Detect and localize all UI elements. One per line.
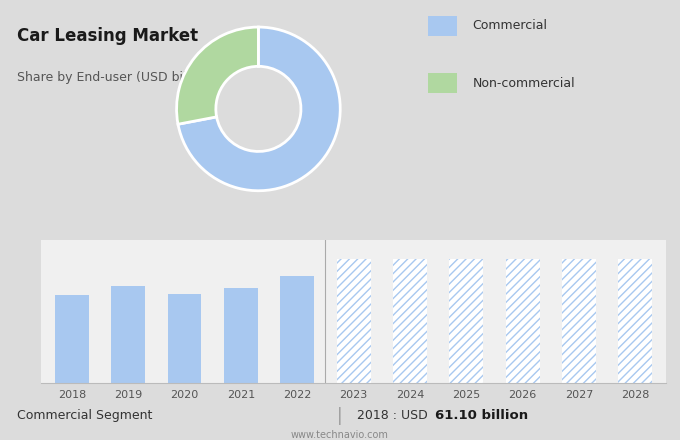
Text: 2018 : USD: 2018 : USD	[357, 409, 432, 422]
Bar	[562, 259, 596, 383]
Bar	[506, 259, 540, 383]
Bar	[280, 276, 314, 383]
Wedge shape	[178, 27, 340, 191]
Bar	[55, 295, 88, 383]
Bar	[337, 259, 371, 383]
Bar	[337, 259, 371, 383]
Text: Non-commercial: Non-commercial	[473, 77, 575, 90]
Bar	[167, 294, 201, 383]
Text: Car Leasing Market: Car Leasing Market	[17, 27, 198, 45]
Bar	[393, 259, 427, 383]
Bar	[619, 259, 652, 383]
Text: Commercial Segment: Commercial Segment	[17, 409, 152, 422]
Text: Commercial: Commercial	[473, 19, 547, 32]
Wedge shape	[177, 27, 258, 124]
FancyBboxPatch shape	[428, 15, 457, 36]
Bar	[562, 259, 596, 383]
Text: www.technavio.com: www.technavio.com	[291, 430, 389, 440]
Bar	[224, 288, 258, 383]
Bar	[506, 259, 540, 383]
Bar	[619, 259, 652, 383]
Bar	[393, 259, 427, 383]
FancyBboxPatch shape	[428, 73, 457, 93]
Bar	[112, 286, 145, 383]
Text: Share by End-user (USD billion): Share by End-user (USD billion)	[17, 71, 214, 84]
Text: 61.10 billion: 61.10 billion	[435, 409, 528, 422]
Text: |: |	[337, 407, 343, 425]
Bar	[449, 259, 483, 383]
Bar	[449, 259, 483, 383]
